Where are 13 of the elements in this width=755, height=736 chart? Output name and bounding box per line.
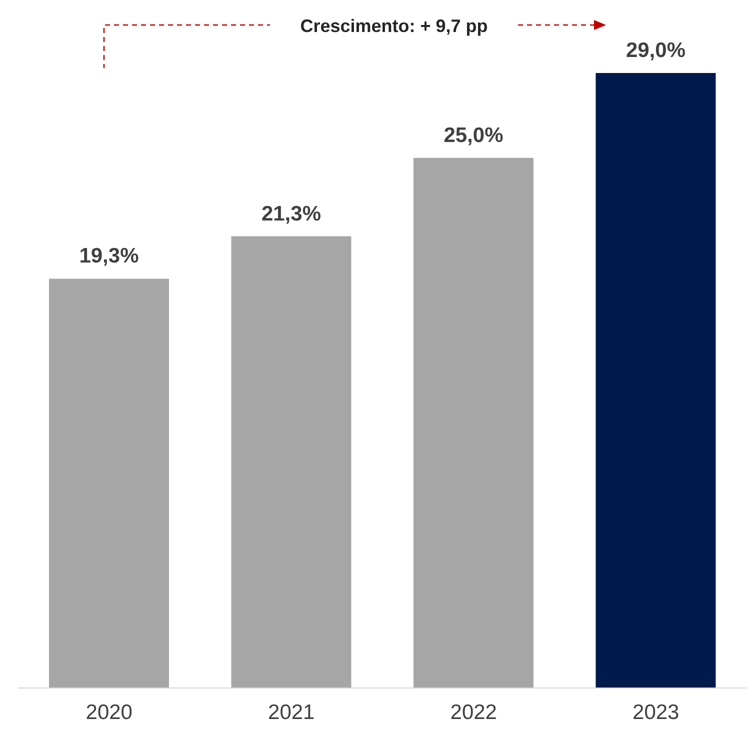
x-tick-label: 2022: [450, 700, 497, 724]
data-label: 21,3%: [261, 202, 322, 226]
x-tick-label: 2023: [632, 700, 680, 724]
bar: [413, 158, 534, 688]
data-label: 29,0%: [626, 39, 686, 62]
text: Crescimento: + 9,7 pp: [300, 16, 488, 36]
x-tick-label: 2020: [86, 700, 132, 724]
data-label: 25,0%: [444, 124, 504, 147]
data-label: 19,3%: [79, 244, 140, 268]
bar: [48, 278, 169, 688]
bar: [596, 73, 716, 688]
bar: [231, 236, 352, 688]
x-tick-label: 2021: [268, 700, 315, 724]
